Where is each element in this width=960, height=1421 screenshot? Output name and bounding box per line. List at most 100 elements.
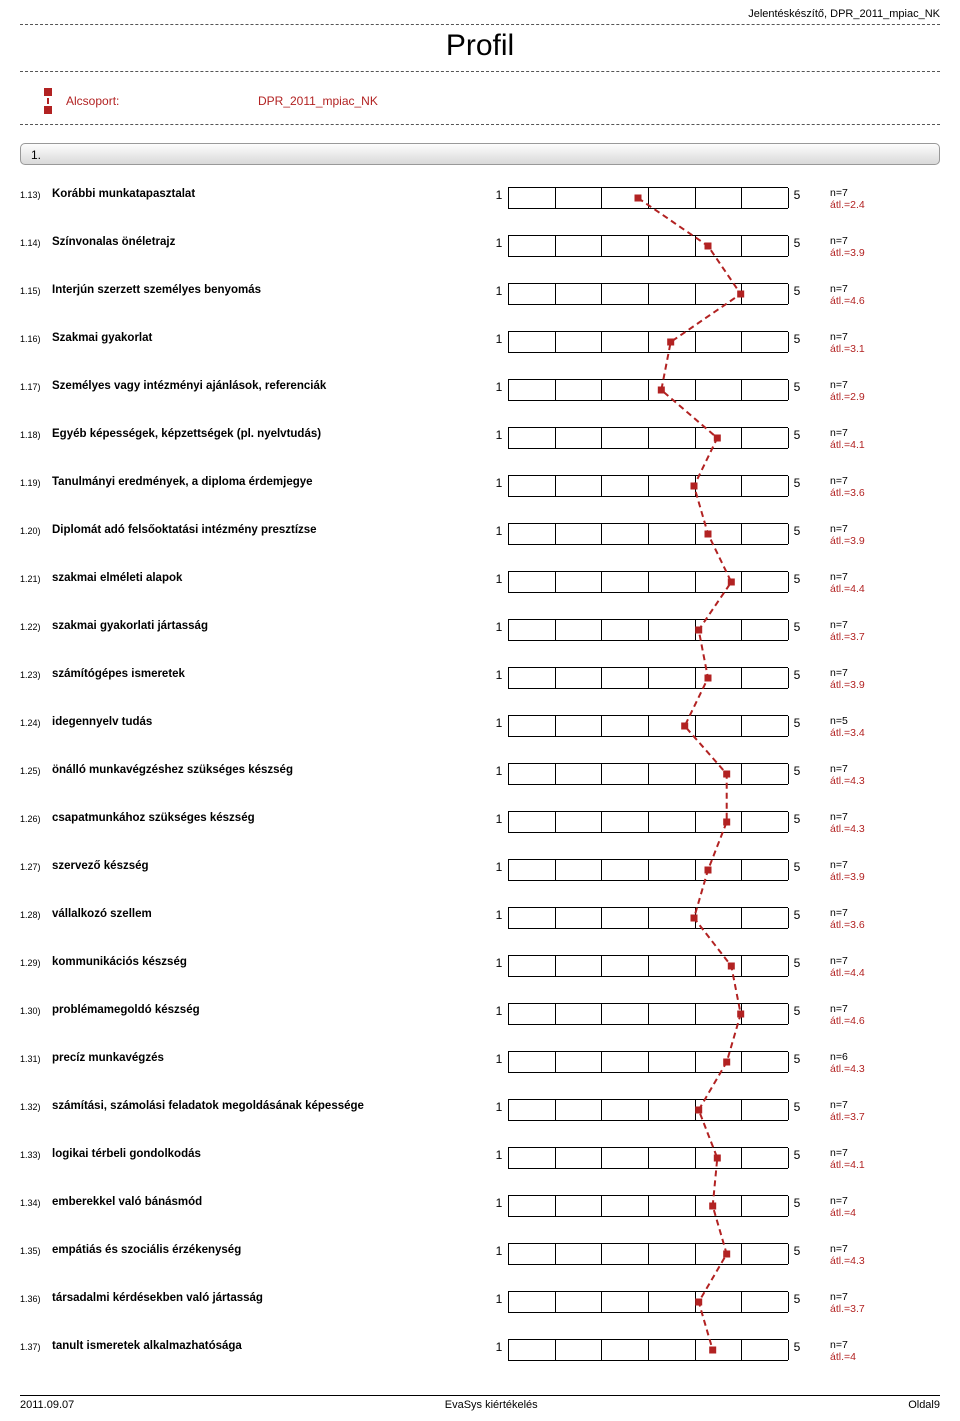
row-stats: n=7 átl.=4 xyxy=(806,1339,940,1363)
scale-grid xyxy=(508,331,788,353)
scale-grid xyxy=(508,1099,788,1121)
question-number: 1.24) xyxy=(20,715,52,728)
question-label: vállalkozó szellem xyxy=(52,907,490,920)
stat-n: n=7 xyxy=(830,811,940,823)
profile-row: 1.32) számítási, számolási feladatok meg… xyxy=(20,1099,940,1147)
stat-avg: átl.=4.3 xyxy=(830,823,940,835)
question-label: problémamegoldó készség xyxy=(52,1003,490,1016)
scale-min: 1 xyxy=(490,1243,508,1258)
row-stats: n=7 átl.=4.3 xyxy=(806,763,940,787)
profile-row: 1.30) problémamegoldó készség 1 5 n=7 át… xyxy=(20,1003,940,1051)
question-number: 1.35) xyxy=(20,1243,52,1256)
question-number: 1.36) xyxy=(20,1291,52,1304)
question-label: Egyéb képességek, képzettségek (pl. nyel… xyxy=(52,427,490,440)
stat-n: n=6 xyxy=(830,1051,940,1063)
question-number: 1.27) xyxy=(20,859,52,872)
row-stats: n=7 átl.=3.9 xyxy=(806,859,940,883)
scale-max: 5 xyxy=(788,1243,806,1258)
scale-min: 1 xyxy=(490,619,508,634)
scale-grid xyxy=(508,667,788,689)
question-label: kommunikációs készség xyxy=(52,955,490,968)
stat-n: n=7 xyxy=(830,1099,940,1111)
question-number: 1.13) xyxy=(20,187,52,200)
scale-max: 5 xyxy=(788,571,806,586)
profile-row: 1.33) logikai térbeli gondolkodás 1 5 n=… xyxy=(20,1147,940,1195)
question-label: Személyes vagy intézményi ajánlások, ref… xyxy=(52,379,490,392)
legend-value: DPR_2011_mpiac_NK xyxy=(258,94,378,108)
stat-avg: átl.=3.7 xyxy=(830,631,940,643)
legend-marker-icon xyxy=(42,88,54,114)
stat-avg: átl.=4.1 xyxy=(830,1159,940,1171)
header-right: Jelentéskészítő, DPR_2011_mpiac_NK xyxy=(20,0,940,24)
legend: Alcsoport: DPR_2011_mpiac_NK xyxy=(20,80,940,125)
scale-max: 5 xyxy=(788,379,806,394)
scale-min: 1 xyxy=(490,1099,508,1114)
stat-n: n=7 xyxy=(830,379,940,391)
stat-avg: átl.=3.6 xyxy=(830,487,940,499)
scale-max: 5 xyxy=(788,1099,806,1114)
stat-avg: átl.=4 xyxy=(830,1351,940,1363)
profile-row: 1.16) Szakmai gyakorlat 1 5 n=7 átl.=3.1 xyxy=(20,331,940,379)
scale-min: 1 xyxy=(490,1339,508,1354)
row-stats: n=7 átl.=2.4 xyxy=(806,187,940,211)
scale-grid xyxy=(508,715,788,737)
question-label: Tanulmányi eredmények, a diploma érdemje… xyxy=(52,475,490,488)
scale-grid xyxy=(508,811,788,833)
profile-row: 1.24) idegennyelv tudás 1 5 n=5 átl.=3.4 xyxy=(20,715,940,763)
profile-row: 1.18) Egyéb képességek, képzettségek (pl… xyxy=(20,427,940,475)
question-label: Diplomát adó felsőoktatási intézmény pre… xyxy=(52,523,490,536)
stat-n: n=5 xyxy=(830,715,940,727)
profile-row: 1.23) számítógépes ismeretek 1 5 n=7 átl… xyxy=(20,667,940,715)
scale-min: 1 xyxy=(490,955,508,970)
stat-n: n=7 xyxy=(830,331,940,343)
profile-row: 1.17) Személyes vagy intézményi ajánláso… xyxy=(20,379,940,427)
scale-max: 5 xyxy=(788,859,806,874)
scale-min: 1 xyxy=(490,1195,508,1210)
scale-max: 5 xyxy=(788,907,806,922)
question-label: számítási, számolási feladatok megoldásá… xyxy=(52,1099,490,1112)
stat-avg: átl.=4.4 xyxy=(830,583,940,595)
scale-grid xyxy=(508,1291,788,1313)
question-label: empátiás és szociális érzékenység xyxy=(52,1243,490,1256)
question-label: Interjún szerzett személyes benyomás xyxy=(52,283,490,296)
profile-row: 1.28) vállalkozó szellem 1 5 n=7 átl.=3.… xyxy=(20,907,940,955)
stat-avg: átl.=3.7 xyxy=(830,1111,940,1123)
question-label: idegennyelv tudás xyxy=(52,715,490,728)
stat-avg: átl.=3.1 xyxy=(830,343,940,355)
scale-min: 1 xyxy=(490,1291,508,1306)
row-stats: n=7 átl.=4.4 xyxy=(806,955,940,979)
profile-row: 1.27) szervező készség 1 5 n=7 átl.=3.9 xyxy=(20,859,940,907)
scale-min: 1 xyxy=(490,859,508,874)
scale-min: 1 xyxy=(490,235,508,250)
row-stats: n=7 átl.=4.4 xyxy=(806,571,940,595)
stat-n: n=7 xyxy=(830,427,940,439)
question-label: emberekkel való bánásmód xyxy=(52,1195,490,1208)
stat-n: n=7 xyxy=(830,1003,940,1015)
stat-n: n=7 xyxy=(830,859,940,871)
scale-max: 5 xyxy=(788,1147,806,1162)
scale-min: 1 xyxy=(490,571,508,586)
scale-grid xyxy=(508,379,788,401)
footer-date: 2011.09.07 xyxy=(20,1399,74,1411)
row-stats: n=7 átl.=4.6 xyxy=(806,283,940,307)
scale-min: 1 xyxy=(490,811,508,826)
question-label: precíz munkavégzés xyxy=(52,1051,490,1064)
profile-row: 1.19) Tanulmányi eredmények, a diploma é… xyxy=(20,475,940,523)
stat-avg: átl.=3.9 xyxy=(830,247,940,259)
question-label: Színvonalas önéletrajz xyxy=(52,235,490,248)
profile-row: 1.31) precíz munkavégzés 1 5 n=6 átl.=4.… xyxy=(20,1051,940,1099)
scale-min: 1 xyxy=(490,331,508,346)
scale-max: 5 xyxy=(788,1051,806,1066)
profile-row: 1.36) társadalmi kérdésekben való jártas… xyxy=(20,1291,940,1339)
profile-row: 1.21) szakmai elméleti alapok 1 5 n=7 át… xyxy=(20,571,940,619)
scale-min: 1 xyxy=(490,763,508,778)
row-stats: n=7 átl.=3.7 xyxy=(806,1099,940,1123)
stat-n: n=7 xyxy=(830,1147,940,1159)
scale-grid xyxy=(508,763,788,785)
scale-min: 1 xyxy=(490,667,508,682)
question-number: 1.22) xyxy=(20,619,52,632)
legend-label: Alcsoport: xyxy=(66,94,246,108)
stat-avg: átl.=3.9 xyxy=(830,679,940,691)
profile-row: 1.25) önálló munkavégzéshez szükséges ké… xyxy=(20,763,940,811)
question-number: 1.14) xyxy=(20,235,52,248)
